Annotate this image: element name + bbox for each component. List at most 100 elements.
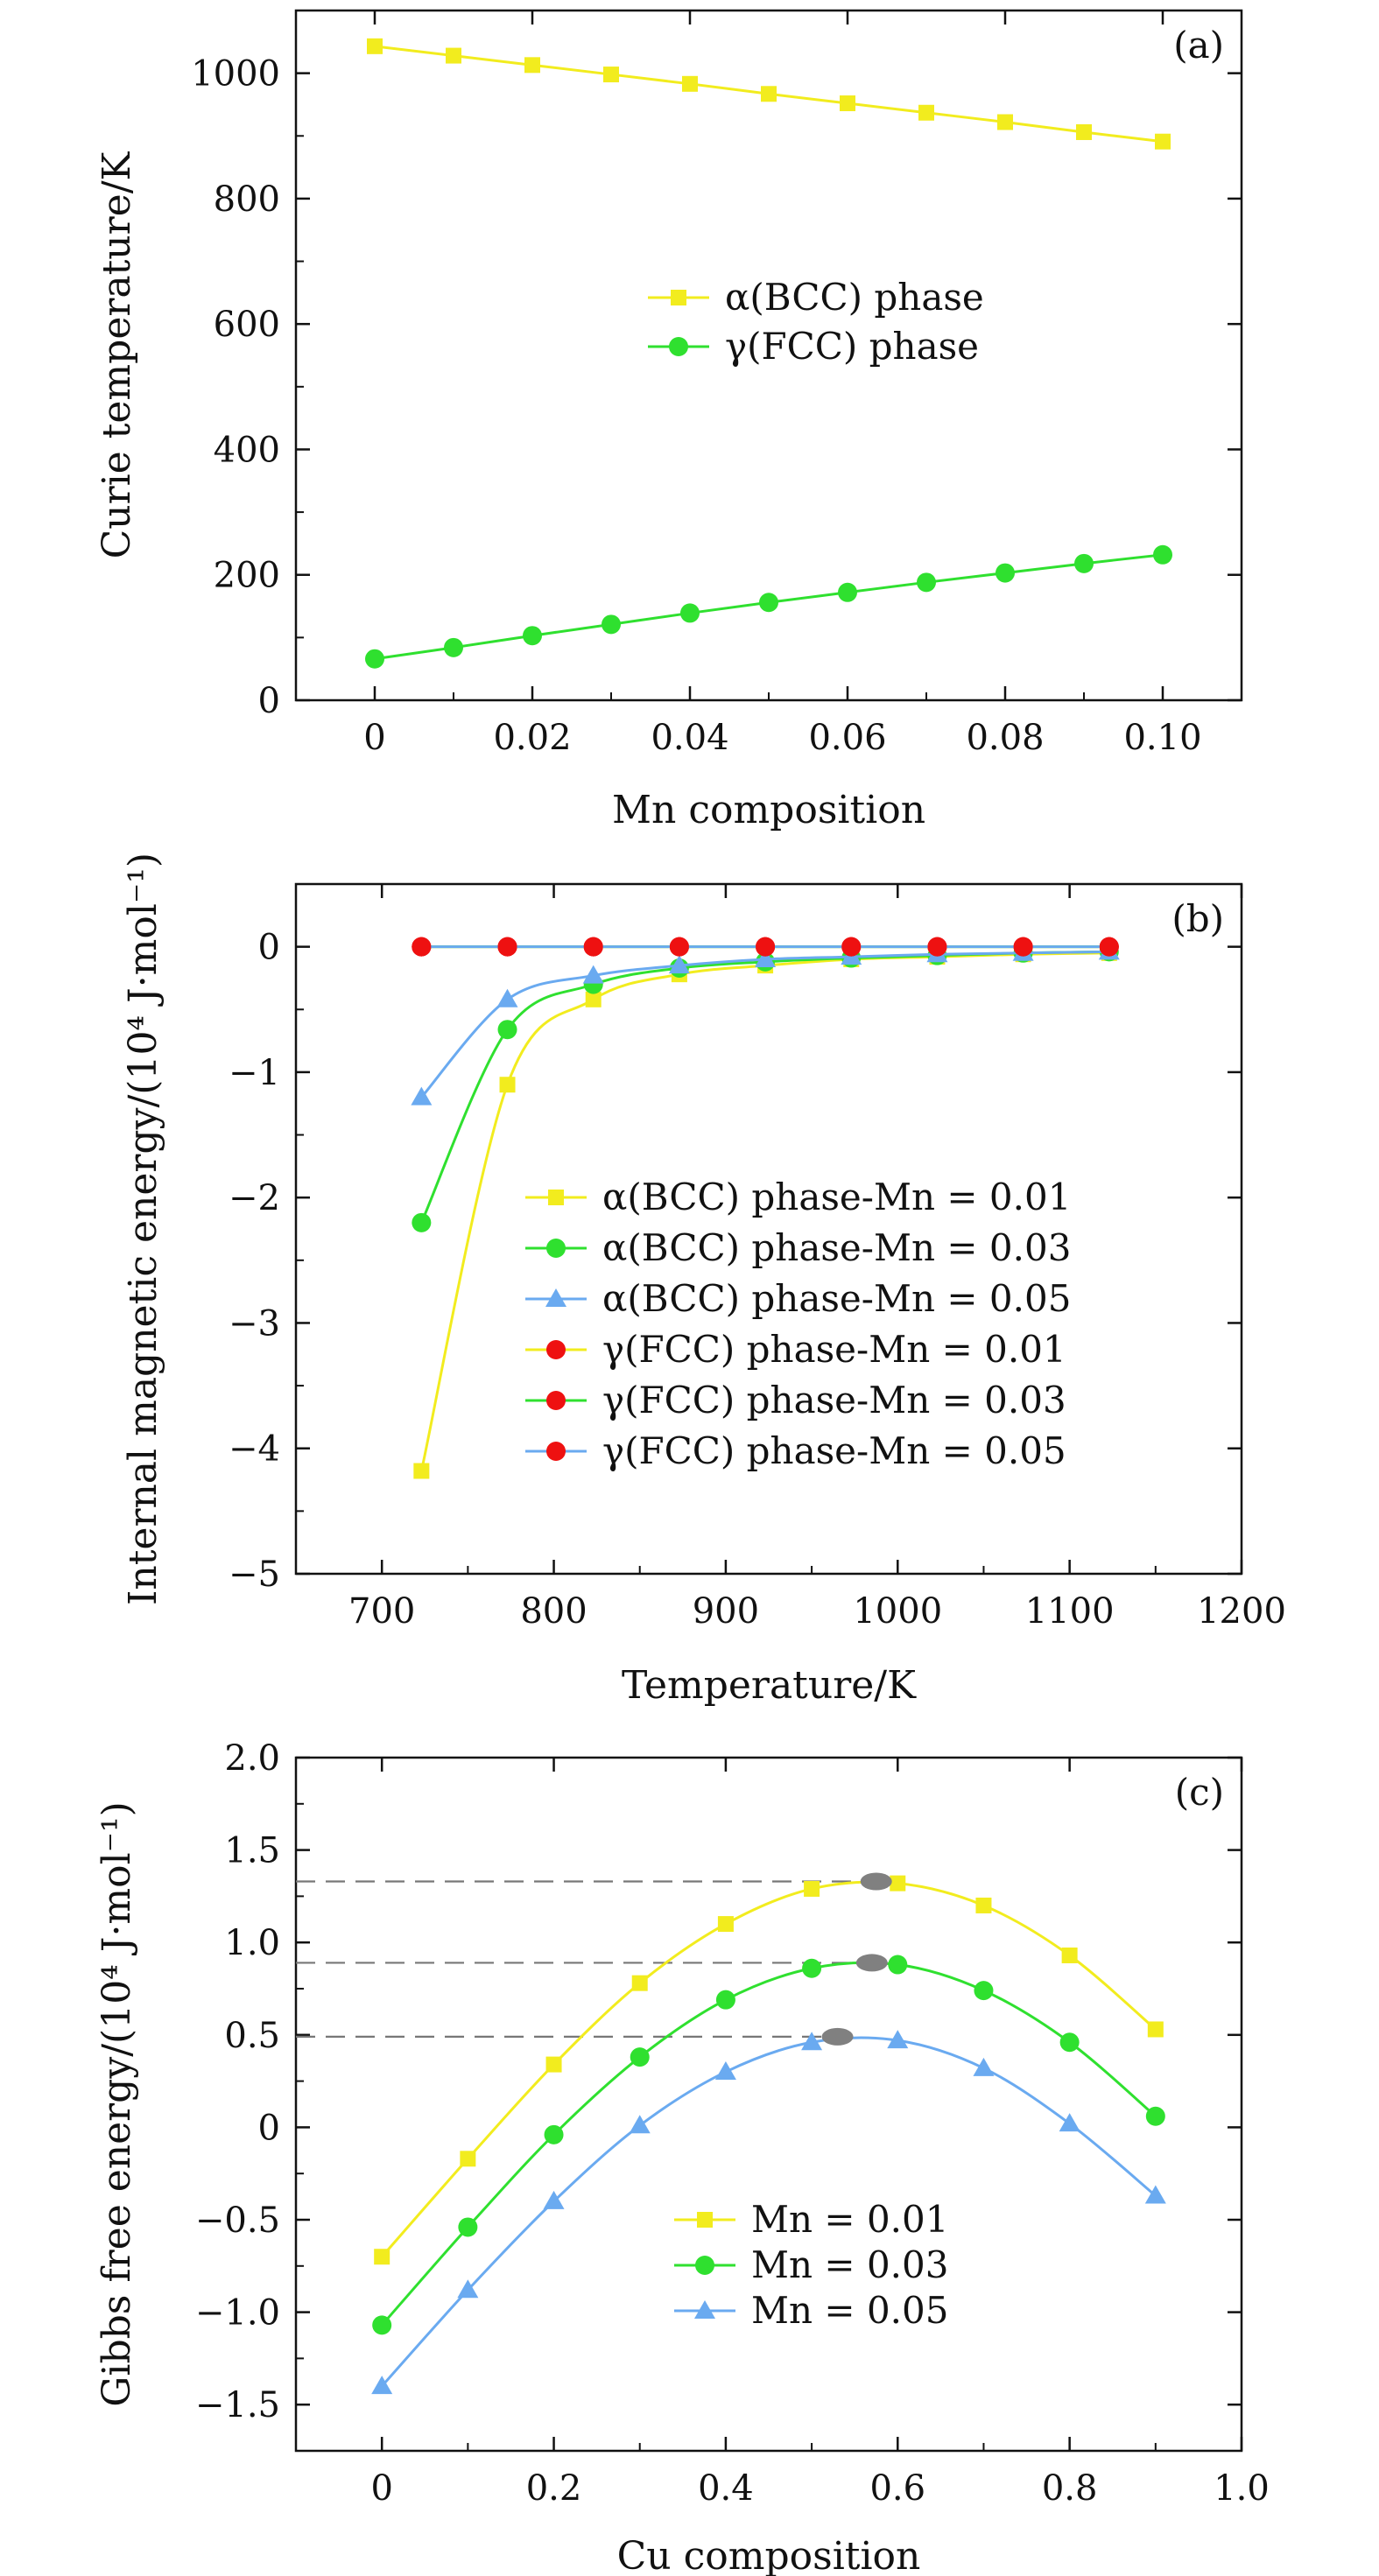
legend-marker <box>695 2256 714 2275</box>
data-point <box>1062 1948 1078 1963</box>
y-tick-label: 0 <box>258 2108 280 2148</box>
data-point <box>444 638 463 657</box>
data-point <box>756 937 775 957</box>
data-point <box>997 115 1013 130</box>
data-point <box>1074 554 1094 573</box>
x-tick-label: 1000 <box>853 1591 942 1632</box>
x-tick-label: 1.0 <box>1214 2468 1270 2509</box>
y-tick-label: −3 <box>229 1303 280 1344</box>
legend: α(BCC) phase-Mn = 0.01α(BCC) phase-Mn = … <box>525 1176 1071 1472</box>
data-point <box>458 2217 477 2236</box>
series-3 <box>411 941 1119 1105</box>
panel-label: (b) <box>1171 897 1224 940</box>
y-tick-label: 800 <box>214 179 280 220</box>
data-point <box>718 1916 734 1932</box>
y-tick-label: 2.0 <box>224 1738 280 1779</box>
data-point <box>500 1077 516 1092</box>
data-point <box>412 937 431 957</box>
x-tick-label: 0.08 <box>966 718 1044 758</box>
legend-marker <box>548 1190 564 1205</box>
y-tick-label: 0.5 <box>224 2016 280 2056</box>
x-tick-label: 0.4 <box>698 2468 754 2509</box>
x-tick-label: 0.06 <box>808 718 886 758</box>
x-tick-label: 800 <box>520 1591 587 1632</box>
x-tick-label: 0.8 <box>1042 2468 1098 2509</box>
y-tick-label: 0 <box>258 681 280 721</box>
data-point <box>918 105 934 121</box>
data-point <box>1148 2021 1164 2037</box>
data-point <box>630 2047 650 2067</box>
data-point <box>888 1955 907 1975</box>
data-point <box>996 564 1015 583</box>
x-tick-label: 900 <box>693 1591 759 1632</box>
x-axis-title: Cu composition <box>617 2534 921 2576</box>
data-point <box>840 95 855 111</box>
legend-entry: γ(FCC) phase-Mn = 0.01 <box>602 1328 1066 1371</box>
legend-entry: γ(FCC) phase <box>725 325 979 368</box>
x-tick-label: 0.10 <box>1123 718 1201 758</box>
data-point <box>460 2151 475 2166</box>
legend-entry: Mn = 0.03 <box>751 2243 948 2286</box>
data-point <box>498 937 517 957</box>
data-point <box>917 572 936 592</box>
x-tick-label: 1100 <box>1025 1591 1115 1632</box>
x-axis-title: Mn composition <box>612 788 925 832</box>
legend-entry: γ(FCC) phase-Mn = 0.05 <box>602 1429 1066 1472</box>
data-point <box>524 57 540 73</box>
x-tick-label: 0.6 <box>869 2468 925 2509</box>
data-point <box>670 937 689 957</box>
legend-entry: γ(FCC) phase-Mn = 0.03 <box>602 1379 1066 1421</box>
data-point <box>841 937 861 957</box>
data-point <box>412 1213 431 1232</box>
y-tick-label: −1.0 <box>195 2293 280 2334</box>
chart-panel-c: 00.20.40.60.81.0−1.5−1.0−0.500.51.01.52.… <box>95 1738 1270 2576</box>
y-tick-label: 0 <box>258 928 280 968</box>
data-point <box>804 1881 820 1897</box>
legend-entry: Mn = 0.01 <box>751 2198 948 2241</box>
data-point <box>1014 937 1033 957</box>
data-point <box>1076 124 1092 140</box>
data-point <box>603 67 619 82</box>
figure: 00.020.040.060.080.1002004006008001000Mn… <box>0 0 1379 2576</box>
plot-frame <box>296 1758 1242 2451</box>
y-axis-title: Curie temperature/K <box>95 151 139 558</box>
x-tick-label: 0 <box>363 718 385 758</box>
y-tick-label: −0.5 <box>195 2200 280 2241</box>
x-tick-label: 0 <box>370 2468 392 2509</box>
data-point <box>374 2249 390 2264</box>
series-line <box>421 951 1108 1097</box>
data-point <box>413 1463 429 1479</box>
series-1 <box>367 39 1171 150</box>
chart-panel-b: 700800900100011001200−5−4−3−2−10Temperat… <box>121 853 1286 1708</box>
x-axis-title: Temperature/K <box>622 1663 917 1708</box>
legend-marker <box>546 1391 566 1410</box>
data-point <box>838 583 857 602</box>
y-tick-label: 1.0 <box>224 1923 280 1963</box>
x-tick-label: 0.2 <box>526 2468 582 2509</box>
legend: α(BCC) phaseγ(FCC) phase <box>648 276 984 368</box>
x-tick-label: 700 <box>348 1591 415 1632</box>
panel-label: (a) <box>1173 24 1224 67</box>
y-tick-label: −2 <box>229 1178 280 1218</box>
data-point <box>446 48 461 64</box>
y-tick-label: 1.5 <box>224 1831 280 1871</box>
data-point <box>927 937 946 957</box>
data-point <box>1060 2032 1080 2052</box>
maximum-marker <box>822 2028 854 2046</box>
legend-marker <box>697 2212 713 2228</box>
y-tick-label: 200 <box>214 556 280 596</box>
legend-marker <box>546 1239 566 1258</box>
y-tick-label: 600 <box>214 305 280 345</box>
chart-panel-a: 00.020.040.060.080.1002004006008001000Mn… <box>95 11 1242 832</box>
data-point <box>497 989 518 1007</box>
data-point <box>630 2115 651 2133</box>
legend-marker <box>671 290 686 305</box>
data-point <box>1153 545 1172 565</box>
y-axis-title: Gibbs free energy/(10⁴ J·mol⁻¹) <box>95 1801 139 2407</box>
data-point <box>890 1876 905 1892</box>
legend-entry: Mn = 0.05 <box>751 2289 948 2332</box>
x-tick-label: 1200 <box>1197 1591 1286 1632</box>
data-point <box>1146 2107 1165 2126</box>
legend: Mn = 0.01Mn = 0.03Mn = 0.05 <box>674 2198 948 2332</box>
maximum-marker <box>856 1954 888 1971</box>
